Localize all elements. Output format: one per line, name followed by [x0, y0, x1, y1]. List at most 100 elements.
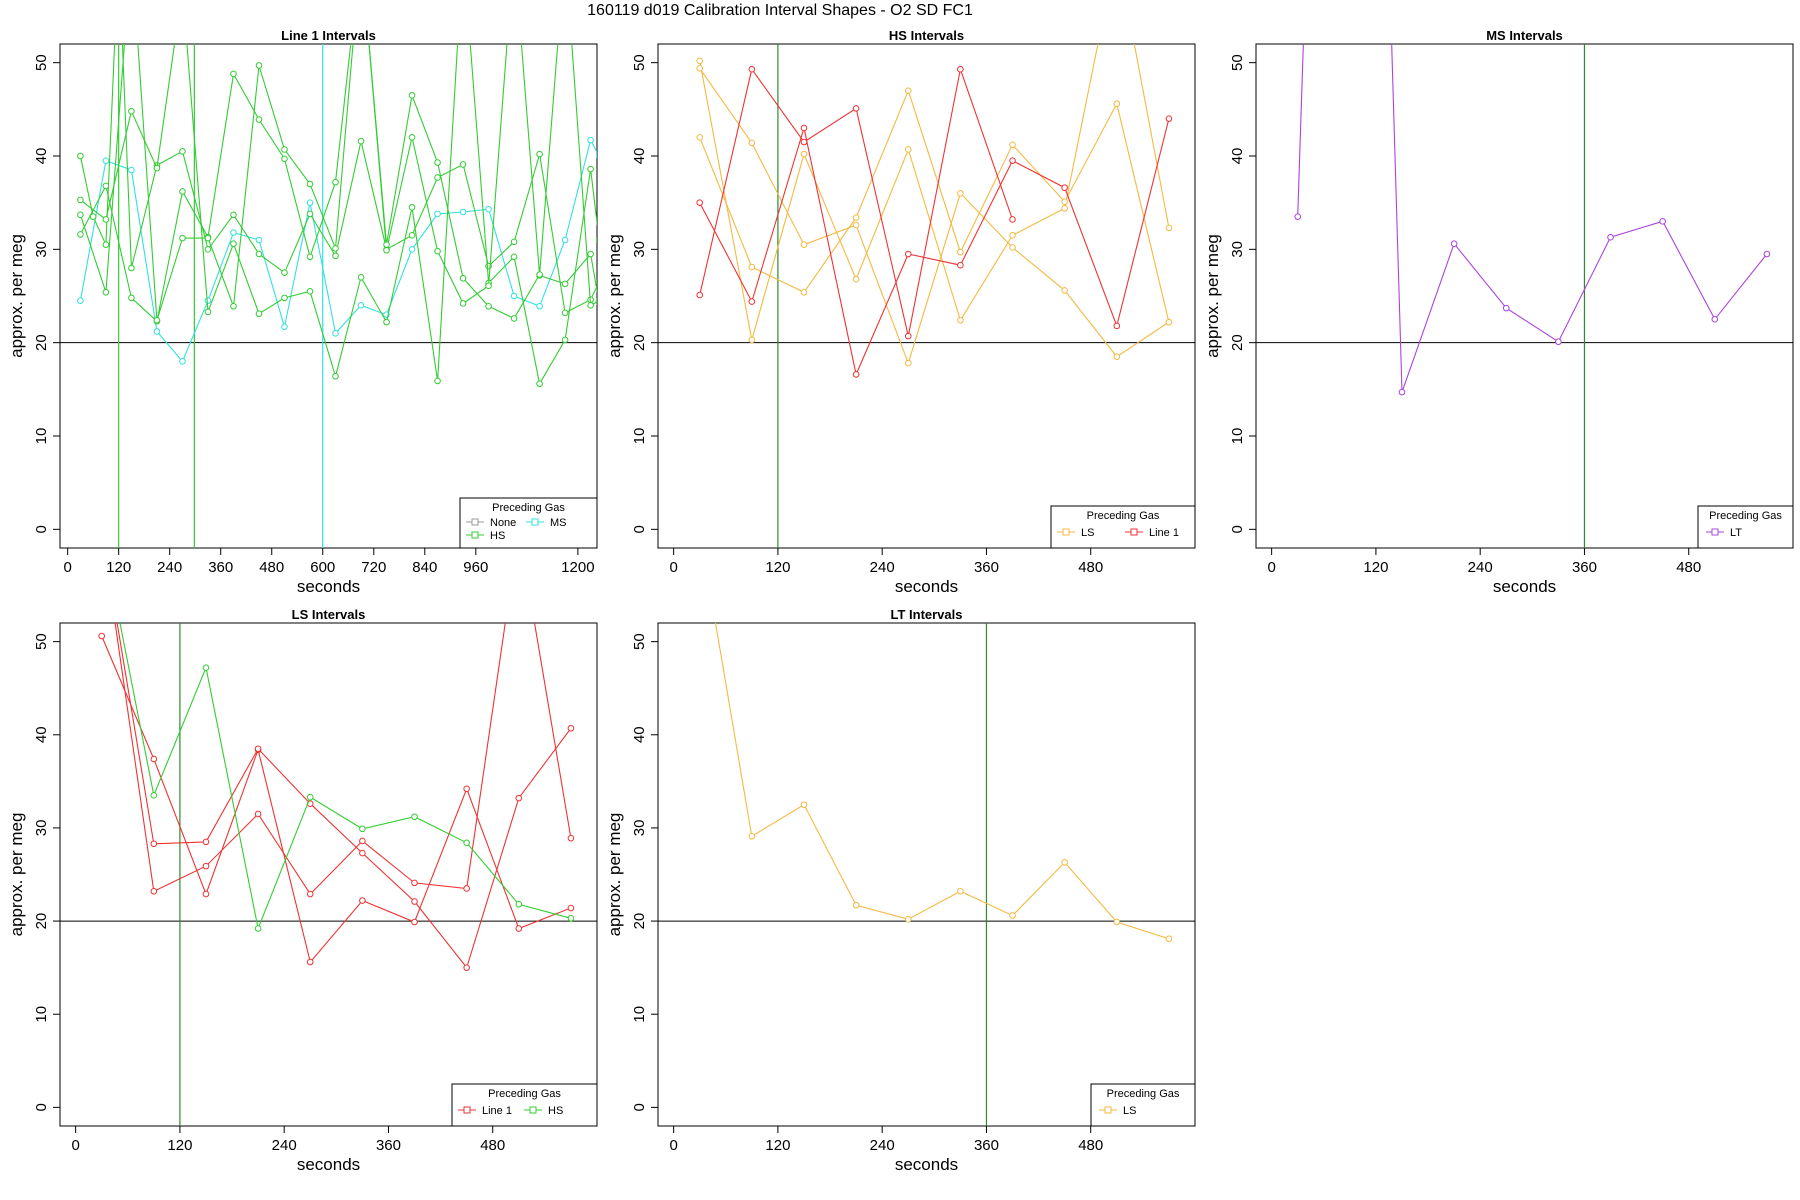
data-point [463, 839, 470, 847]
data-point [1061, 184, 1068, 192]
data-point [281, 146, 288, 153]
x-tick-label: 0 [669, 1137, 677, 1154]
data-point [255, 310, 263, 318]
plot-frame [59, 622, 598, 1127]
data-point [1711, 316, 1719, 323]
data-point [748, 263, 756, 271]
data-point [128, 264, 135, 272]
x-tick-label: 360 [208, 559, 233, 576]
data-point [459, 274, 467, 282]
data-point [567, 724, 575, 732]
data-point [1061, 204, 1068, 212]
data-point [561, 336, 569, 344]
data-point [332, 330, 339, 337]
data-point [153, 328, 161, 335]
data-point [852, 275, 860, 283]
data-point [202, 838, 210, 846]
data-point [536, 302, 543, 310]
series-line-ls [699, 89, 1170, 323]
data-point [1165, 224, 1173, 232]
data-point [800, 288, 808, 296]
legend-swatch-marker [1062, 528, 1070, 536]
data-point [150, 840, 158, 848]
y-tick-label: 20 [33, 334, 50, 351]
y-tick-label: 40 [33, 148, 50, 165]
data-point [204, 234, 212, 242]
x-tick-label: 840 [412, 559, 437, 576]
plot-frame [657, 622, 1196, 1127]
data-point [1113, 100, 1121, 108]
y-tick-label: 10 [631, 1006, 648, 1023]
data-point [536, 150, 543, 158]
legend-title: Preceding Gas [1107, 1088, 1180, 1100]
y-axis-label: approx. per meg [605, 234, 624, 358]
data-point [255, 250, 263, 258]
legend-title: Preceding Gas [492, 502, 565, 514]
data-point [852, 901, 860, 909]
legend-swatch-marker [1711, 528, 1719, 536]
data-point [595, 153, 597, 159]
data-point [510, 253, 518, 261]
legend: Preceding Gas Line 1 HS [451, 1083, 598, 1127]
data-point [463, 885, 470, 892]
plot-frame [657, 43, 1196, 549]
data-point [515, 925, 523, 932]
data-point [957, 65, 964, 73]
x-tick-label: 240 [272, 1137, 297, 1154]
legend-swatch-marker [1130, 528, 1138, 536]
legend-swatch-marker [529, 1106, 537, 1114]
data-point [77, 211, 84, 219]
x-tick-label: 480 [1676, 559, 1701, 576]
data-point [77, 231, 84, 238]
data-point [179, 148, 186, 155]
data-point [1659, 218, 1666, 225]
plot-area [60, 44, 597, 548]
data-point [255, 236, 263, 244]
data-point [411, 918, 418, 926]
data-point [561, 280, 569, 288]
data-point [800, 124, 808, 132]
data-point [515, 901, 523, 908]
legend-entry-label: LS [1081, 527, 1094, 539]
data-point [1009, 216, 1016, 223]
data-point [254, 925, 262, 932]
x-tick-label: 0 [71, 1137, 79, 1154]
data-point [852, 371, 860, 378]
data-point [281, 294, 288, 302]
legend-entry-label: LS [1123, 1105, 1136, 1117]
data-point [1502, 304, 1510, 312]
y-tick-label: 40 [631, 148, 648, 165]
legend: Preceding Gas None MS HS [459, 497, 598, 549]
plot-title: Line 1 Intervals [281, 28, 376, 43]
data-point [904, 250, 912, 258]
data-point [306, 890, 314, 898]
data-point [434, 174, 441, 181]
data-point [1009, 141, 1016, 149]
data-point [357, 137, 365, 145]
data-point [150, 887, 158, 895]
y-tick-label: 10 [33, 1006, 50, 1023]
y-tick-label: 10 [33, 428, 50, 445]
data-point [800, 241, 808, 248]
data-point [595, 298, 597, 304]
legend-box [451, 1083, 598, 1127]
legend-entry-label: None [490, 517, 516, 529]
data-point [748, 298, 756, 305]
x-axis-label: seconds [297, 1155, 360, 1174]
data-point [434, 377, 441, 385]
data-point [411, 898, 418, 905]
data-point [1061, 287, 1068, 294]
data-point [561, 309, 569, 317]
data-point [536, 380, 543, 388]
data-point [800, 150, 808, 158]
x-tick-label: 360 [974, 1137, 999, 1154]
plot-ms: MS Intervals 0 120 240 360 480 0 10 20 30 40 50 seco… [1203, 28, 1794, 596]
data-point [510, 315, 518, 322]
series-line-ms [79, 138, 597, 363]
y-tick-label: 50 [33, 54, 50, 71]
plot-title: MS Intervals [1486, 28, 1563, 43]
y-axis-label: approx. per meg [605, 813, 624, 937]
data-point [1009, 912, 1016, 919]
data-point [359, 849, 366, 857]
data-point [748, 139, 756, 147]
